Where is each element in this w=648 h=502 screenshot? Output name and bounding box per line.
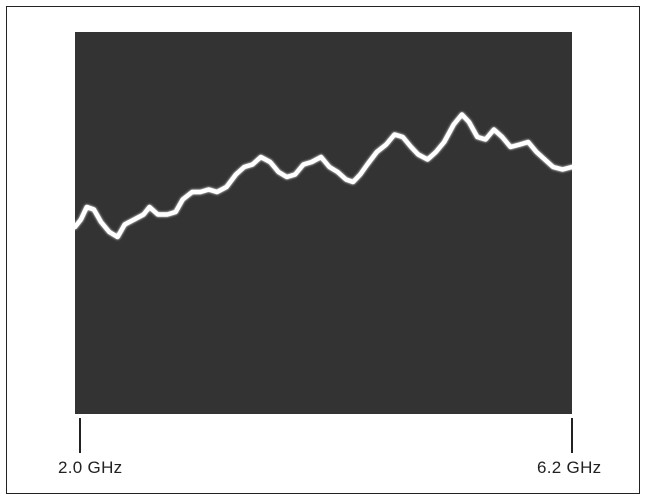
- start-frequency-tick: [79, 418, 81, 453]
- oscilloscope-screen: [75, 32, 572, 414]
- start-frequency-label: 2.0 GHz: [58, 458, 122, 478]
- end-frequency-tick: [571, 418, 573, 453]
- trace-plot: [75, 32, 572, 414]
- end-frequency-label: 6.2 GHz: [537, 458, 601, 478]
- screen-background: [75, 32, 572, 414]
